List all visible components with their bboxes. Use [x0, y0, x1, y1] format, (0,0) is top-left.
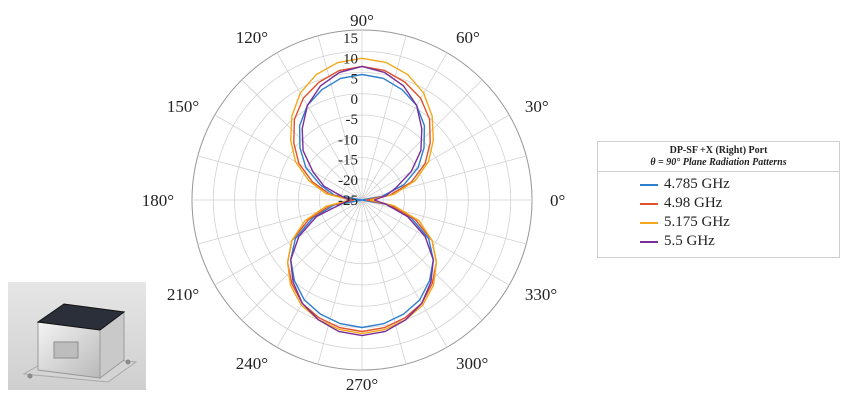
legend-swatch — [640, 240, 658, 243]
legend-title: DP-SF +X (Right) Port — [669, 145, 768, 156]
radial-tick-label: 0 — [351, 92, 359, 108]
grid-spoke — [241, 79, 363, 201]
legend-item: 4.98 GHz — [640, 194, 839, 213]
angle-label: 180° — [142, 191, 174, 210]
grid-spoke — [214, 114, 363, 201]
angle-label: 120° — [236, 28, 268, 47]
polar-grid — [191, 29, 533, 371]
trace-5-5-ghz — [289, 65, 435, 337]
angle-label: 270° — [346, 375, 378, 394]
polar-labels: 0° 30° 60° 90° 120° 150° 180° 210° 240° 270° 300° 3… — [142, 11, 566, 394]
radial-tick-label: -15 — [338, 153, 358, 169]
legend-label: 4.98 GHz — [664, 195, 723, 211]
grid-spoke — [317, 35, 363, 201]
angle-label: 90° — [350, 11, 374, 30]
legend: DP-SF +X (Right) Port θ = 90° Plane Radi… — [597, 141, 840, 258]
legend-swatch — [640, 183, 658, 186]
grid-spoke — [276, 52, 363, 201]
legend-swatch — [640, 221, 658, 224]
grid-spoke — [361, 199, 407, 365]
angle-label: 0° — [550, 191, 565, 210]
legend-label: 5.5 GHz — [664, 233, 715, 249]
legend-label: 4.785 GHz — [664, 176, 730, 192]
polar-traces — [286, 57, 438, 337]
grid-spoke — [361, 199, 448, 348]
antenna-photo — [8, 282, 146, 390]
legend-items: 4.785 GHz 4.98 GHz 5.175 GHz 5.5 GHz — [598, 172, 839, 251]
radial-tick-label: -5 — [346, 112, 359, 128]
legend-item: 5.5 GHz — [640, 232, 839, 251]
polar-chart: 0° 30° 60° 90° 120° 150° 180° 210° 240° 270° 300° 3… — [142, 11, 566, 394]
legend-subtitle: θ = 90° Plane Radiation Patterns — [598, 157, 839, 172]
angle-label: 240° — [236, 354, 268, 373]
radial-tick-label: 5 — [351, 72, 359, 88]
radial-tick-label: -20 — [338, 173, 358, 189]
grid-spoke — [361, 114, 510, 201]
radial-tick-label: 15 — [343, 31, 358, 47]
grid-spoke — [361, 199, 483, 321]
radial-tick-label: -10 — [338, 132, 358, 148]
angle-label: 300° — [456, 354, 488, 373]
grid-spoke — [361, 199, 510, 286]
angle-label: 330° — [525, 285, 557, 304]
grid-spoke — [214, 199, 363, 286]
grid-spoke — [241, 199, 363, 321]
angle-label: 60° — [456, 28, 480, 47]
angle-label: 30° — [525, 97, 549, 116]
legend-item: 5.175 GHz — [640, 213, 839, 232]
legend-swatch — [640, 202, 658, 205]
legend-item: 4.785 GHz — [640, 175, 839, 194]
grid-spoke — [361, 35, 407, 201]
legend-label: 5.175 GHz — [664, 214, 730, 230]
angle-label: 150° — [167, 97, 199, 116]
grid-spoke — [361, 79, 483, 201]
radial-tick-label: -25 — [338, 193, 358, 209]
grid-spoke — [361, 199, 527, 245]
grid-spoke — [317, 199, 363, 365]
antenna-device-image — [8, 282, 146, 390]
grid-spoke — [361, 52, 448, 201]
angle-label: 210° — [167, 285, 199, 304]
grid-spoke — [276, 199, 363, 348]
radial-tick-label: 10 — [343, 51, 358, 67]
